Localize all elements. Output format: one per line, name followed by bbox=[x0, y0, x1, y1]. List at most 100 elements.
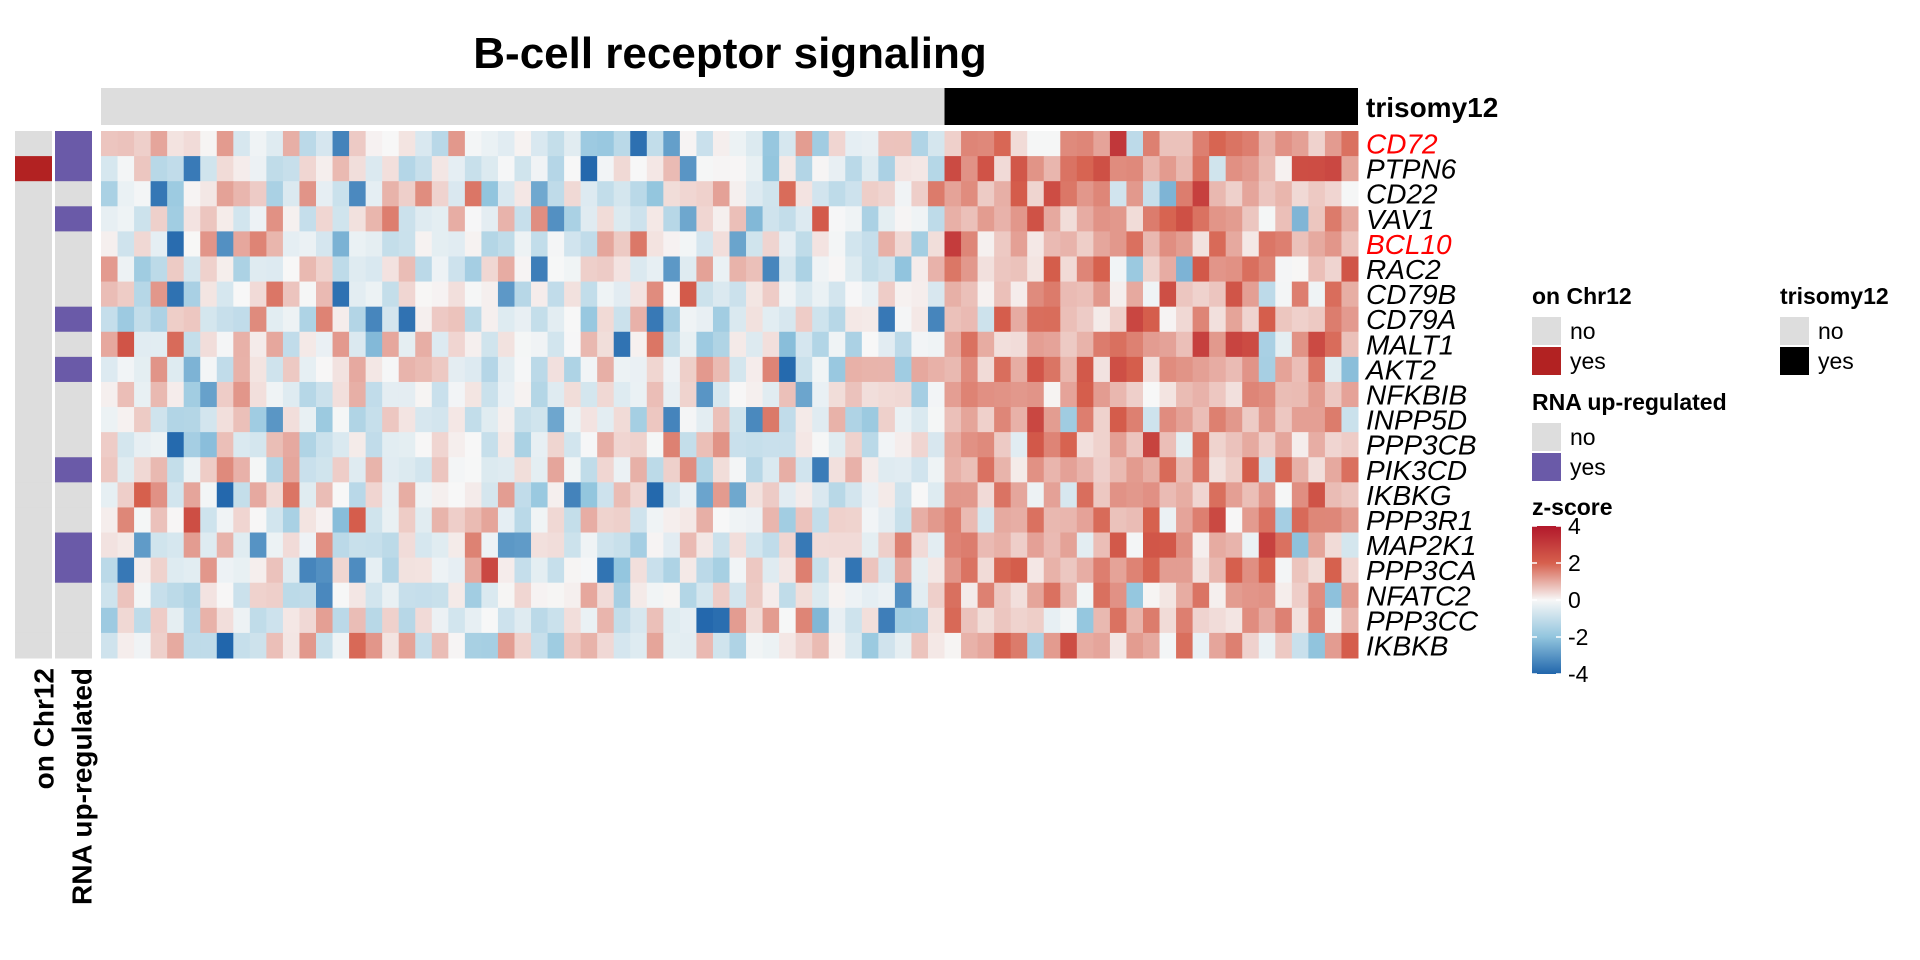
heatmap-cell bbox=[1341, 231, 1359, 257]
heatmap-cell bbox=[382, 607, 400, 634]
heatmap-cell bbox=[183, 306, 201, 333]
heatmap-cell bbox=[1109, 356, 1127, 383]
heatmap-cell bbox=[1159, 482, 1177, 508]
heatmap-cell bbox=[845, 231, 863, 257]
heatmap-cell bbox=[266, 607, 284, 634]
heatmap-cell bbox=[894, 181, 912, 207]
heatmap-cell bbox=[1010, 256, 1028, 283]
heatmap-cell bbox=[1010, 381, 1028, 408]
heatmap-cell bbox=[911, 231, 929, 257]
heatmap-cell bbox=[795, 407, 813, 433]
heatmap-cell bbox=[431, 231, 449, 257]
heatmap-cell bbox=[646, 407, 664, 433]
heatmap-cell bbox=[977, 632, 995, 659]
heatmap-cell bbox=[233, 131, 251, 157]
heatmap-cell bbox=[1093, 381, 1111, 408]
heatmap-cell bbox=[994, 607, 1012, 634]
heatmap-cell bbox=[282, 532, 300, 559]
heatmap-cell bbox=[249, 532, 267, 559]
heatmap-cell bbox=[1341, 381, 1359, 408]
zscore-tick-label: -2 bbox=[1568, 624, 1588, 650]
heatmap-cell bbox=[415, 181, 433, 207]
heatmap-cell bbox=[1010, 407, 1028, 433]
heatmap-cell bbox=[249, 306, 267, 333]
heatmap-cell bbox=[1242, 156, 1260, 182]
heatmap-cell bbox=[167, 281, 185, 308]
heatmap-cell bbox=[1209, 156, 1227, 182]
heatmap-cell bbox=[1258, 632, 1276, 659]
heatmap-cell bbox=[597, 181, 615, 207]
heatmap-cell bbox=[282, 131, 300, 157]
heatmap-cell bbox=[994, 532, 1012, 559]
heatmap-cell bbox=[646, 432, 664, 458]
heatmap-cell bbox=[1159, 632, 1177, 659]
heatmap-cell bbox=[1192, 482, 1210, 508]
heatmap-cell bbox=[415, 206, 433, 232]
heatmap-cell bbox=[1192, 582, 1210, 609]
heatmap-cell bbox=[1225, 356, 1243, 383]
heatmap-cell bbox=[1308, 432, 1326, 458]
heatmap-cell bbox=[216, 181, 234, 207]
heatmap-cell bbox=[564, 482, 582, 508]
heatmap-cell bbox=[365, 281, 383, 308]
heatmap-cell bbox=[134, 156, 152, 182]
heatmap-cell bbox=[1275, 206, 1293, 232]
heatmap-cell bbox=[762, 407, 780, 433]
heatmap-cell bbox=[646, 632, 664, 659]
heatmap-cell bbox=[779, 231, 797, 257]
heatmap-cell bbox=[497, 206, 515, 232]
heatmap-cell bbox=[266, 231, 284, 257]
heatmap-cell bbox=[249, 607, 267, 634]
heatmap-cell bbox=[183, 432, 201, 458]
heatmap-cell bbox=[795, 306, 813, 333]
heatmap-cell bbox=[282, 206, 300, 232]
heatmap-cell bbox=[696, 206, 714, 232]
heatmap-cell bbox=[249, 356, 267, 383]
heatmap-cell bbox=[1275, 607, 1293, 634]
heatmap-cell bbox=[1291, 432, 1309, 458]
heatmap-cell bbox=[183, 356, 201, 383]
heatmap-cell bbox=[233, 331, 251, 358]
heatmap-cell bbox=[514, 331, 532, 358]
heatmap-cell bbox=[497, 607, 515, 634]
heatmap-cell bbox=[795, 457, 813, 483]
heatmap-cell bbox=[183, 557, 201, 584]
heatmap-cell bbox=[531, 582, 549, 609]
heatmap-cell bbox=[117, 457, 135, 483]
heatmap-cell bbox=[927, 407, 946, 433]
heatmap-cell bbox=[779, 482, 797, 508]
heatmap-cell bbox=[249, 281, 267, 308]
heatmap-cell bbox=[514, 532, 532, 559]
heatmap-cell bbox=[729, 181, 747, 207]
heatmap-cell bbox=[266, 557, 284, 584]
row-annotation-cell bbox=[15, 331, 52, 358]
heatmap-cell bbox=[994, 457, 1012, 483]
row-annotation-cell bbox=[15, 532, 52, 559]
heatmap-cell bbox=[282, 306, 300, 333]
heatmap-cell bbox=[316, 331, 334, 358]
heatmap-cell bbox=[1109, 457, 1127, 483]
row-annotation-cell bbox=[55, 381, 92, 408]
heatmap-cell bbox=[216, 331, 234, 358]
heatmap-cell bbox=[911, 256, 929, 283]
heatmap-cell bbox=[646, 306, 664, 333]
heatmap-cell bbox=[1093, 181, 1111, 207]
heatmap-cell bbox=[415, 306, 433, 333]
heatmap-cell bbox=[597, 331, 615, 358]
heatmap-cell bbox=[1093, 407, 1111, 433]
heatmap-cell bbox=[630, 557, 648, 584]
heatmap-cell bbox=[200, 381, 218, 408]
heatmap-cell bbox=[365, 131, 383, 157]
heatmap-cell bbox=[1341, 131, 1359, 157]
heatmap-cell bbox=[630, 306, 648, 333]
heatmap-cell bbox=[183, 457, 201, 483]
heatmap-cell bbox=[696, 607, 714, 634]
heatmap-cell bbox=[497, 156, 515, 182]
heatmap-cell bbox=[1242, 532, 1260, 559]
heatmap-cell bbox=[216, 582, 234, 609]
heatmap-cell bbox=[1043, 156, 1061, 182]
heatmap-cell bbox=[812, 206, 830, 232]
heatmap-cell bbox=[1043, 532, 1061, 559]
heatmap-cell bbox=[266, 256, 284, 283]
heatmap-cell bbox=[1159, 206, 1177, 232]
